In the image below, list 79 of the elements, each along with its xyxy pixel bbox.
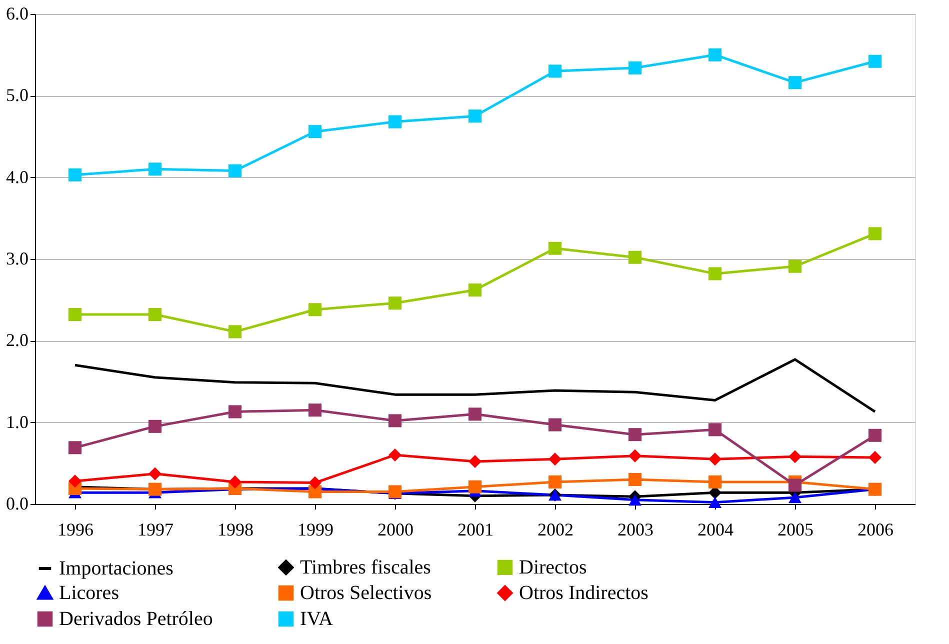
point bbox=[548, 242, 562, 255]
point bbox=[228, 164, 242, 178]
point bbox=[788, 76, 802, 90]
point bbox=[628, 494, 642, 506]
legend-label: Licores bbox=[59, 582, 120, 604]
point bbox=[628, 449, 642, 462]
point bbox=[708, 423, 722, 436]
x-tick-label: 1998 bbox=[218, 520, 254, 540]
point bbox=[468, 408, 482, 421]
point bbox=[148, 162, 162, 176]
x-tick-label: 2005 bbox=[778, 520, 814, 540]
y-tick-label: 3.0 bbox=[6, 248, 28, 268]
point bbox=[788, 492, 802, 504]
point bbox=[708, 452, 722, 466]
point bbox=[148, 308, 162, 322]
point bbox=[868, 450, 882, 464]
x-tick-label: 2002 bbox=[538, 520, 574, 540]
legend-label: Otros Indirectos bbox=[519, 582, 649, 604]
y-tick-label: 1.0 bbox=[6, 412, 28, 432]
point bbox=[468, 455, 482, 468]
legend-label: IVA bbox=[300, 608, 334, 630]
point bbox=[708, 267, 722, 280]
point bbox=[68, 308, 82, 322]
point bbox=[548, 64, 562, 78]
point bbox=[788, 260, 802, 273]
x-tick-label: 2000 bbox=[378, 520, 414, 540]
point bbox=[468, 284, 482, 297]
point bbox=[868, 227, 882, 240]
point bbox=[68, 474, 82, 488]
y-tick-label: 0.0 bbox=[6, 494, 28, 514]
line-series bbox=[74, 358, 876, 413]
x-tick-label: 1997 bbox=[138, 520, 174, 540]
point bbox=[788, 450, 802, 464]
y-tick-label: 6.0 bbox=[6, 4, 28, 24]
legend-label: Timbres fiscales bbox=[300, 556, 432, 578]
point bbox=[548, 418, 562, 432]
point bbox=[868, 428, 882, 442]
point bbox=[548, 475, 562, 488]
point bbox=[388, 448, 402, 462]
point bbox=[308, 404, 322, 417]
point bbox=[628, 61, 642, 74]
point bbox=[708, 48, 722, 62]
point bbox=[468, 480, 482, 494]
point bbox=[68, 441, 82, 454]
point bbox=[628, 250, 642, 264]
point bbox=[228, 475, 242, 488]
point bbox=[468, 110, 482, 123]
legend-label: Derivados Petróleo bbox=[59, 608, 213, 630]
x-tick-label: 1996 bbox=[58, 520, 94, 540]
point bbox=[308, 303, 322, 316]
x-tick-label: 2001 bbox=[458, 520, 494, 540]
point bbox=[708, 486, 722, 500]
point bbox=[388, 296, 402, 310]
point bbox=[308, 125, 322, 138]
point bbox=[148, 467, 162, 480]
legend-label: Directos bbox=[519, 556, 587, 578]
x-tick-label: 2006 bbox=[858, 520, 894, 540]
x-tick-label: 2004 bbox=[698, 520, 734, 540]
point bbox=[628, 472, 642, 486]
point bbox=[148, 420, 162, 433]
point bbox=[388, 414, 402, 428]
point bbox=[228, 325, 242, 338]
x-tick-label: 2003 bbox=[618, 520, 654, 540]
y-tick-label: 5.0 bbox=[6, 85, 28, 106]
x-tick-label: 1999 bbox=[298, 520, 334, 540]
point bbox=[548, 452, 562, 466]
y-tick-label: 4.0 bbox=[6, 166, 28, 187]
point bbox=[708, 475, 722, 488]
legend-label: Importaciones bbox=[59, 558, 174, 580]
point bbox=[228, 405, 242, 418]
point bbox=[868, 54, 882, 68]
point bbox=[788, 478, 802, 492]
point bbox=[628, 428, 642, 442]
legend-label: Otros Selectivos bbox=[300, 582, 432, 604]
y-tick-label: 2.0 bbox=[6, 330, 28, 350]
point bbox=[388, 115, 402, 128]
point bbox=[708, 496, 722, 508]
point bbox=[308, 476, 322, 490]
point bbox=[68, 168, 82, 182]
